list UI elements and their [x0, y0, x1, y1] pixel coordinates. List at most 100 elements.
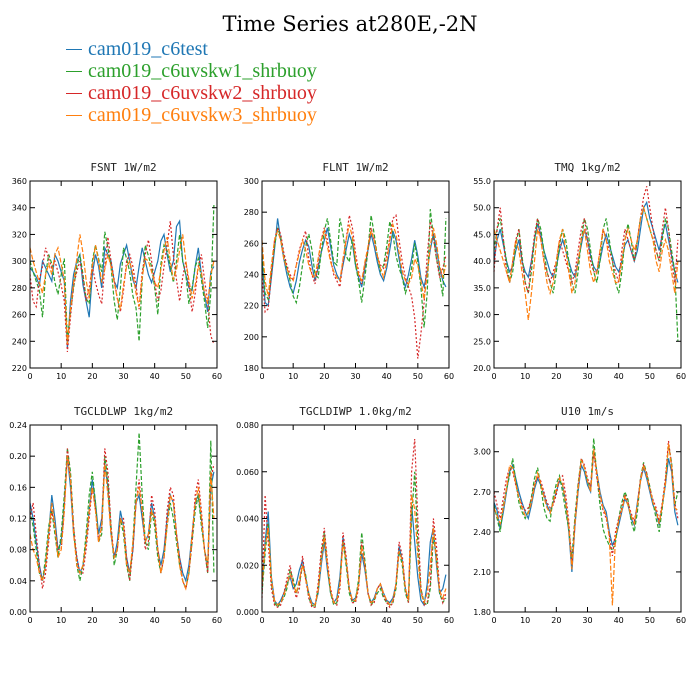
series-line-2 — [493, 205, 679, 342]
series-line-2 — [493, 438, 679, 559]
x-tick-label: 50 — [645, 372, 655, 381]
panel-title: FLNT 1W/m2 — [322, 161, 388, 174]
legend-label: cam019_c6test — [88, 38, 208, 60]
y-tick-label: 280 — [244, 208, 259, 217]
legend-entry: cam019_c6test — [66, 38, 317, 60]
panel-5: TGCLDIWP 1.0kg/m2 0 10 20 30 40 50 60 0.000 0.020… — [236, 405, 454, 625]
y-tick-label: 0.20 — [9, 452, 27, 461]
x-tick-label: 40 — [614, 372, 624, 381]
x-tick-label: 30 — [350, 372, 360, 381]
series-line-1 — [29, 219, 215, 349]
panel-6: U10 1m/s 0 10 20 30 40 50 60 1.80 2.10 2.40 2.70 3.0… — [473, 405, 686, 625]
x-tick-label: 30 — [350, 616, 360, 625]
legend-label: cam019_c6uvskw3_shrbuoy — [88, 104, 317, 126]
x-tick-label: 20 — [87, 616, 97, 625]
y-tick-label: 2.10 — [473, 568, 491, 577]
y-tick-label: 260 — [244, 239, 259, 248]
series-line-4 — [29, 456, 215, 591]
x-tick-label: 30 — [118, 616, 128, 625]
y-tick-label: 360 — [12, 177, 27, 186]
legend-swatch — [66, 48, 82, 50]
y-tick-label: 200 — [244, 333, 259, 342]
series-line-2 — [29, 204, 215, 342]
panel-title: TGCLDIWP 1.0kg/m2 — [299, 405, 412, 418]
y-tick-label: 0.020 — [236, 561, 259, 570]
x-tick-label: 10 — [520, 372, 530, 381]
y-tick-label: 340 — [12, 204, 27, 213]
x-tick-label: 30 — [118, 372, 128, 381]
y-tick-label: 35.0 — [473, 284, 491, 293]
y-tick-label: 300 — [244, 177, 259, 186]
y-tick-label: 0.12 — [9, 515, 27, 524]
panel-title: TMQ 1kg/m2 — [554, 161, 620, 174]
series-line-3 — [261, 214, 447, 359]
x-tick-label: 60 — [212, 616, 222, 625]
x-tick-label: 10 — [288, 616, 298, 625]
legend-entry: cam019_c6uvskw2_shrbuoy — [66, 82, 317, 104]
x-tick-label: 0 — [27, 616, 32, 625]
y-tick-label: 30.0 — [473, 311, 491, 320]
x-tick-label: 0 — [27, 372, 32, 381]
y-tick-label: 220 — [12, 364, 27, 373]
x-tick-label: 40 — [614, 616, 624, 625]
y-tick-label: 300 — [12, 257, 27, 266]
series-line-3 — [493, 440, 679, 566]
legend-swatch — [66, 92, 82, 94]
y-tick-label: 220 — [244, 302, 259, 311]
x-tick-label: 60 — [676, 372, 686, 381]
x-tick-label: 20 — [319, 372, 329, 381]
x-tick-label: 50 — [181, 372, 191, 381]
panel-title: U10 1m/s — [561, 405, 614, 418]
series-line-4 — [493, 205, 679, 320]
series-line-1 — [261, 504, 447, 607]
x-tick-label: 40 — [150, 616, 160, 625]
series-line-4 — [493, 443, 679, 606]
x-tick-label: 60 — [444, 616, 454, 625]
x-tick-label: 50 — [413, 616, 423, 625]
panel-1: FSNT 1W/m2 0 10 20 30 40 50 60 220 240 260 280 300 32… — [12, 161, 222, 381]
y-tick-label: 2.40 — [473, 528, 491, 537]
legend-label: cam019_c6uvskw1_shrbuoy — [88, 60, 317, 82]
plot-frame — [493, 424, 682, 613]
x-tick-label: 50 — [645, 616, 655, 625]
y-tick-label: 240 — [244, 271, 259, 280]
chart-title: Time Series at280E,-2N — [222, 12, 478, 36]
y-tick-label: 0.16 — [9, 483, 27, 492]
series-line-1 — [29, 456, 215, 583]
series-line-2 — [261, 471, 447, 609]
x-tick-label: 20 — [319, 616, 329, 625]
panel-title: FSNT 1W/m2 — [90, 161, 156, 174]
x-tick-label: 0 — [491, 372, 496, 381]
y-tick-label: 55.0 — [473, 177, 491, 186]
y-tick-label: 0.080 — [236, 421, 259, 430]
y-tick-label: 260 — [12, 311, 27, 320]
x-tick-label: 40 — [150, 372, 160, 381]
x-tick-label: 20 — [551, 372, 561, 381]
legend-entry: cam019_c6uvskw3_shrbuoy — [66, 104, 317, 126]
panel-2: FLNT 1W/m2 0 10 20 30 40 50 60 180 200 220 240 260 28… — [244, 161, 454, 381]
y-tick-label: 45.0 — [473, 230, 491, 239]
series-line-4 — [29, 234, 215, 345]
series-line-2 — [29, 432, 215, 591]
x-tick-label: 60 — [212, 372, 222, 381]
plot-frame — [261, 424, 450, 613]
y-tick-label: 240 — [12, 337, 27, 346]
x-tick-label: 30 — [582, 372, 592, 381]
series-line-3 — [493, 186, 679, 294]
x-tick-label: 10 — [288, 372, 298, 381]
x-tick-label: 10 — [56, 372, 66, 381]
y-tick-label: 20.0 — [473, 364, 491, 373]
x-tick-label: 60 — [676, 616, 686, 625]
y-tick-label: 0.24 — [9, 421, 27, 430]
x-tick-label: 20 — [551, 616, 561, 625]
x-tick-label: 60 — [444, 372, 454, 381]
y-tick-label: 0.00 — [9, 608, 27, 617]
y-tick-label: 0.040 — [236, 515, 259, 524]
x-tick-label: 40 — [382, 616, 392, 625]
series-line-4 — [261, 222, 447, 300]
x-tick-label: 0 — [491, 616, 496, 625]
plot-frame — [29, 180, 218, 369]
y-tick-label: 0.000 — [236, 608, 259, 617]
x-tick-label: 40 — [382, 372, 392, 381]
